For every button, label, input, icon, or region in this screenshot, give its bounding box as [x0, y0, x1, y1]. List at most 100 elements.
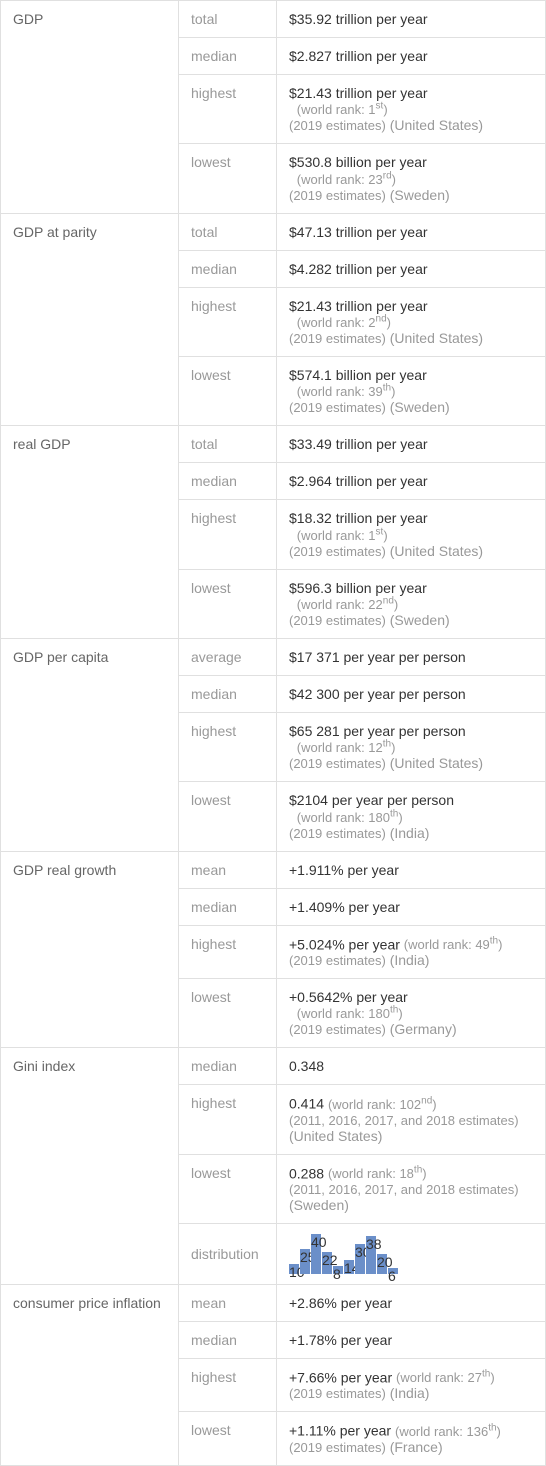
sublabel-cell: median: [179, 888, 277, 925]
main-value: $4.282 trillion per year: [289, 261, 428, 277]
value-cell: $65 281 per year per person (world rank:…: [277, 712, 546, 781]
value-cell: $2.827 trillion per year: [277, 38, 546, 75]
sublabel-cell: median: [179, 38, 277, 75]
main-value: $2.964 trillion per year: [289, 473, 428, 489]
value-cell: +0.5642% per year (world rank: 180th) (2…: [277, 978, 546, 1047]
sublabel-cell: highest: [179, 287, 277, 356]
world-rank: (world rank: 27th): [396, 1370, 495, 1385]
sublabel-cell: median: [179, 1048, 277, 1085]
country-label: (India): [390, 1385, 430, 1401]
country-label: (United States): [390, 543, 483, 559]
world-rank: (world rank: 1st): [297, 528, 388, 543]
value-cell: $33.49 trillion per year: [277, 426, 546, 463]
sublabel-cell: mean: [179, 851, 277, 888]
rank-ordinal: th: [390, 808, 398, 819]
value-cell: $596.3 billion per year (world rank: 22n…: [277, 569, 546, 638]
year-estimate: (2019 estimates): [289, 544, 386, 559]
rank-ordinal: st: [376, 526, 384, 537]
main-value: +1.78% per year: [289, 1332, 392, 1348]
year-estimate: (2019 estimates): [289, 1386, 386, 1401]
main-value: 0.288: [289, 1165, 324, 1181]
value-cell: 0.414 (world rank: 102nd) (2011, 2016, 2…: [277, 1085, 546, 1154]
sublabel-cell: lowest: [179, 1154, 277, 1223]
category-cell: Gini index: [1, 1048, 179, 1285]
stats-table: GDPtotal$35.92 trillion per yearmedian$2…: [0, 0, 546, 1466]
chart-bar: 40: [311, 1234, 321, 1274]
year-estimate: (2011, 2016, 2017, and 2018 estimates): [289, 1113, 519, 1128]
value-cell: 102540228143038206: [277, 1223, 546, 1284]
rank-ordinal: rd: [383, 170, 392, 181]
rank-ordinal: th: [482, 1369, 490, 1380]
country-label: (Sweden): [390, 187, 450, 203]
world-rank: (world rank: 180th): [297, 1006, 403, 1021]
year-estimate: (2019 estimates): [289, 400, 386, 415]
world-rank: (world rank: 12th): [297, 740, 396, 755]
year-estimate: (2019 estimates): [289, 756, 386, 771]
world-rank: (world rank: 2nd): [297, 315, 391, 330]
sublabel-cell: median: [179, 675, 277, 712]
rank-ordinal: st: [376, 101, 384, 112]
value-cell: +7.66% per year (world rank: 27th) (2019…: [277, 1358, 546, 1411]
year-estimate: (2019 estimates): [289, 1022, 386, 1037]
chart-bar: 14: [344, 1260, 354, 1274]
sublabel-cell: lowest: [179, 356, 277, 425]
main-value: $33.49 trillion per year: [289, 436, 428, 452]
value-cell: $2104 per year per person (world rank: 1…: [277, 782, 546, 851]
sublabel-cell: total: [179, 1, 277, 38]
year-estimate: (2019 estimates): [289, 613, 386, 628]
main-value: +1.11% per year: [289, 1423, 391, 1439]
value-cell: $47.13 trillion per year: [277, 213, 546, 250]
sublabel-cell: total: [179, 426, 277, 463]
distribution-chart: 102540228143038206: [289, 1234, 533, 1274]
sublabel-cell: average: [179, 638, 277, 675]
value-cell: $42 300 per year per person: [277, 675, 546, 712]
country-label: (United States): [289, 1128, 382, 1144]
main-value: 0.414: [289, 1096, 324, 1112]
sublabel-cell: lowest: [179, 978, 277, 1047]
rank-ordinal: th: [390, 1005, 398, 1016]
main-value: $2.827 trillion per year: [289, 48, 428, 64]
sublabel-cell: mean: [179, 1284, 277, 1321]
value-cell: 0.288 (world rank: 18th) (2011, 2016, 20…: [277, 1154, 546, 1223]
main-value: $21.43 trillion per year: [289, 298, 428, 314]
value-cell: $21.43 trillion per year (world rank: 2n…: [277, 287, 546, 356]
table-row: GDP real growthmean+1.911% per year: [1, 851, 546, 888]
chart-bar: 6: [388, 1268, 398, 1274]
table-row: GDP per capitaaverage$17 371 per year pe…: [1, 638, 546, 675]
rank-ordinal: th: [490, 936, 498, 947]
main-value: +7.66% per year: [289, 1369, 392, 1385]
sublabel-cell: highest: [179, 1358, 277, 1411]
rank-ordinal: th: [414, 1165, 422, 1176]
sublabel-cell: highest: [179, 712, 277, 781]
chart-bar: 25: [300, 1249, 310, 1274]
main-value: $21.43 trillion per year: [289, 85, 428, 101]
value-cell: +1.911% per year: [277, 851, 546, 888]
main-value: $596.3 billion per year: [289, 580, 427, 596]
chart-bar: 20: [377, 1254, 387, 1274]
world-rank: (world rank: 1st): [297, 102, 388, 117]
table-row: consumer price inflationmean+2.86% per y…: [1, 1284, 546, 1321]
sublabel-cell: highest: [179, 925, 277, 978]
category-cell: GDP: [1, 1, 179, 214]
value-cell: $2.964 trillion per year: [277, 463, 546, 500]
year-estimate: (2019 estimates): [289, 188, 386, 203]
value-cell: +2.86% per year: [277, 1284, 546, 1321]
chart-bar: 30: [355, 1244, 365, 1274]
value-cell: $35.92 trillion per year: [277, 1, 546, 38]
category-cell: GDP real growth: [1, 851, 179, 1048]
table-row: Gini indexmedian0.348: [1, 1048, 546, 1085]
year-estimate: (2019 estimates): [289, 953, 386, 968]
sublabel-cell: median: [179, 250, 277, 287]
table-row: GDPtotal$35.92 trillion per year: [1, 1, 546, 38]
world-rank: (world rank: 18th): [328, 1166, 427, 1181]
value-cell: $4.282 trillion per year: [277, 250, 546, 287]
value-cell: $21.43 trillion per year (world rank: 1s…: [277, 75, 546, 144]
main-value: $42 300 per year per person: [289, 686, 466, 702]
chart-bar: 10: [289, 1264, 299, 1274]
world-rank: (world rank: 136th): [395, 1424, 501, 1439]
country-label: (United States): [390, 755, 483, 771]
country-label: (Sweden): [390, 399, 450, 415]
year-estimate: (2019 estimates): [289, 1440, 386, 1455]
main-value: $47.13 trillion per year: [289, 224, 428, 240]
sublabel-cell: highest: [179, 500, 277, 569]
